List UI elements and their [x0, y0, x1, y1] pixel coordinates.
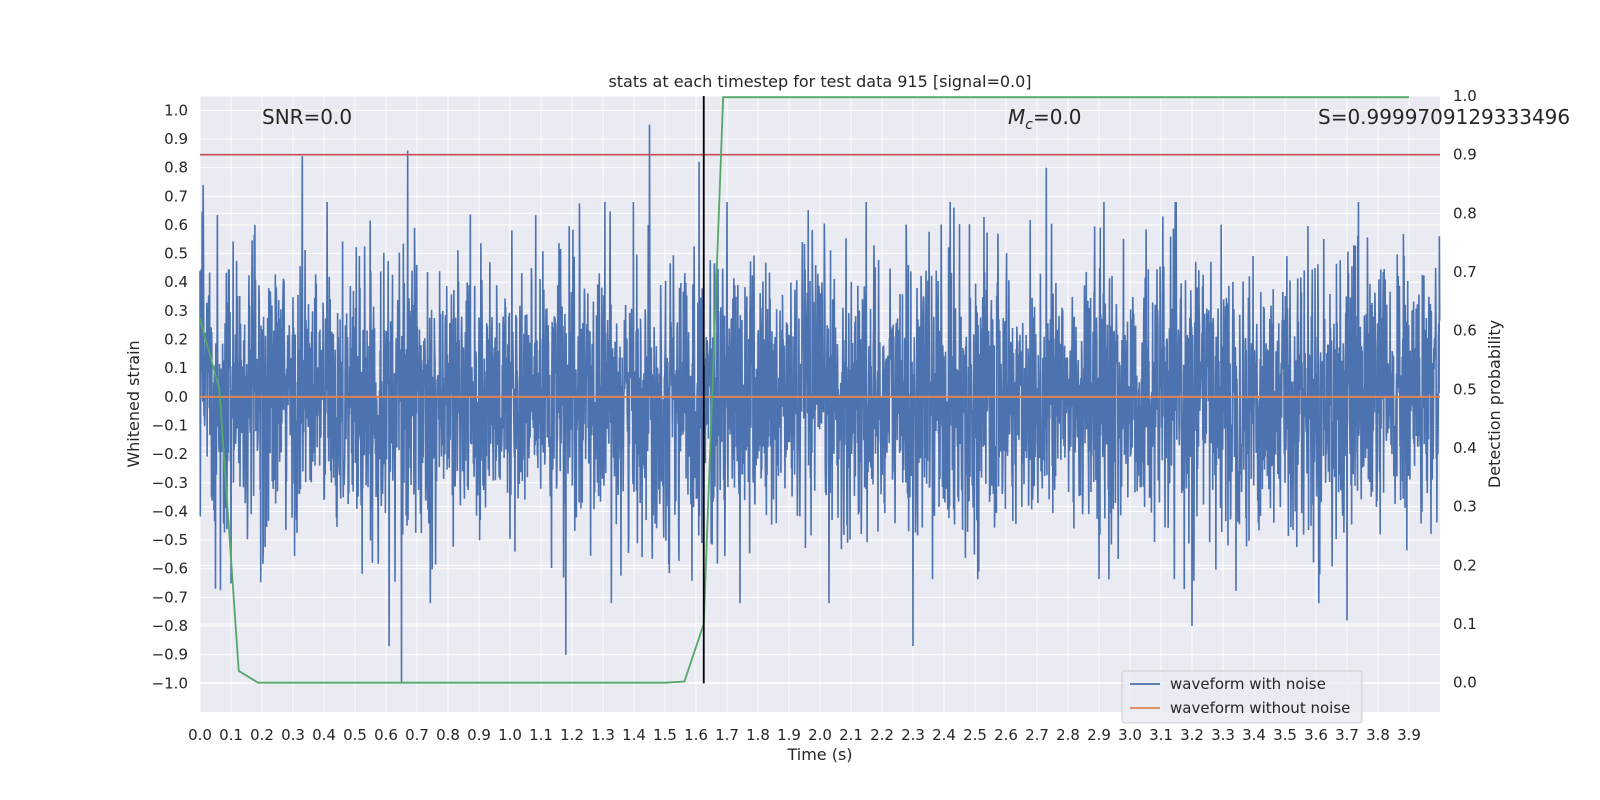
x-tick-label: 2.7 — [1025, 726, 1049, 744]
y-tick-label: 0.7 — [164, 187, 188, 205]
probability-line — [199, 96, 1409, 684]
y-tick-label: −0.1 — [152, 416, 188, 434]
y-tick-label: 0.8 — [164, 159, 188, 177]
legend: waveform with noise waveform without noi… — [1121, 670, 1363, 724]
y-tick-label: 0.2 — [164, 331, 188, 349]
y-tick-label: −0.3 — [152, 474, 188, 492]
y2-tick-label: 0.7 — [1453, 263, 1477, 281]
s-annotation: S=0.9999709129333496 — [1318, 105, 1570, 129]
mc-subscript: c — [1025, 117, 1033, 133]
y-tick-label: −0.7 — [152, 588, 188, 606]
legend-label-noise: waveform with noise — [1170, 675, 1326, 693]
x-tick-label: 2.0 — [808, 726, 832, 744]
y-ticks: 1.0 0.9 0.8 0.7 0.6 0.5 0.4 0.3 0.2 0.1 0.0 −0.1 −0.… — [152, 101, 188, 692]
legend-label-clean: waveform without noise — [1170, 699, 1350, 717]
x-tick-label: 3.7 — [1335, 726, 1359, 744]
noise-waveform-line — [199, 124, 1441, 684]
y-tick-label: −0.8 — [152, 617, 188, 635]
x-tick-label: 3.0 — [1118, 726, 1142, 744]
x-tick-label: 3.5 — [1273, 726, 1297, 744]
legend-box — [1121, 670, 1363, 724]
y-tick-label: 0.1 — [164, 359, 188, 377]
y2-tick-label: 0.1 — [1453, 615, 1477, 633]
x-tick-label: 2.5 — [963, 726, 987, 744]
y-tick-label: 0.5 — [164, 245, 188, 263]
series-detection-probability — [199, 96, 1409, 684]
x-tick-label: 0.8 — [436, 726, 460, 744]
x-tick-label: 1.1 — [529, 726, 553, 744]
x-tick-label: 3.1 — [1149, 726, 1173, 744]
x-tick-label: 0.3 — [281, 726, 305, 744]
mc-value: =0.0 — [1033, 105, 1082, 129]
y-axis-label: Whitened strain — [124, 340, 143, 467]
y-tick-label: −0.2 — [152, 445, 188, 463]
x-tick-label: 0.5 — [343, 726, 367, 744]
x-tick-label: 2.3 — [901, 726, 925, 744]
snr-annotation: SNR=0.0 — [262, 105, 352, 129]
series-waveform-with-noise — [199, 124, 1441, 684]
chart-title: stats at each timestep for test data 915… — [608, 72, 1031, 91]
y2-tick-label: 0.5 — [1453, 380, 1477, 398]
y-tick-label: 0.4 — [164, 273, 188, 291]
y-tick-label: −0.4 — [152, 502, 188, 520]
x-tick-label: 1.5 — [653, 726, 677, 744]
x-ticks: 0.0 0.1 0.2 0.3 0.4 0.5 0.6 0.7 0.8 0.9 1.0 1.1 1.2 1… — [188, 726, 1421, 744]
y2-tick-label: 0.9 — [1453, 146, 1477, 164]
x-tick-label: 3.9 — [1397, 726, 1421, 744]
x-tick-label: 1.4 — [622, 726, 646, 744]
x-tick-label: 3.8 — [1366, 726, 1390, 744]
y2-ticks: 1.0 0.9 0.8 0.7 0.6 0.5 0.4 0.3 0.2 0.1 0.0 — [1453, 87, 1477, 692]
x-axis-label: Time (s) — [786, 745, 852, 764]
y-tick-label: −1.0 — [152, 674, 188, 692]
x-tick-label: 3.6 — [1304, 726, 1328, 744]
y2-axis-label: Detection probability — [1485, 320, 1504, 488]
y-tick-label: 0.6 — [164, 216, 188, 234]
y2-tick-label: 0.4 — [1453, 439, 1477, 457]
y2-tick-label: 0.3 — [1453, 498, 1477, 516]
y2-tick-label: 0.0 — [1453, 674, 1477, 692]
y-tick-label: 0.3 — [164, 302, 188, 320]
y-tick-label: −0.9 — [152, 646, 188, 664]
x-tick-label: 0.1 — [219, 726, 243, 744]
x-tick-label: 0.7 — [405, 726, 429, 744]
mc-annotation: Mc=0.0 — [1008, 105, 1082, 133]
y-tick-label: 0.9 — [164, 130, 188, 148]
x-tick-label: 1.3 — [591, 726, 615, 744]
y-tick-label: 0.0 — [164, 388, 188, 406]
y2-tick-label: 0.8 — [1453, 204, 1477, 222]
mc-symbol: M — [1008, 105, 1025, 129]
y2-tick-label: 0.2 — [1453, 556, 1477, 574]
y-tick-label: −0.6 — [152, 560, 188, 578]
y2-tick-label: 1.0 — [1453, 87, 1477, 105]
x-tick-label: 2.6 — [994, 726, 1018, 744]
x-tick-label: 1.7 — [715, 726, 739, 744]
x-tick-label: 3.3 — [1211, 726, 1235, 744]
x-tick-label: 1.0 — [498, 726, 522, 744]
x-tick-label: 0.2 — [250, 726, 274, 744]
x-tick-label: 1.8 — [746, 726, 770, 744]
x-tick-label: 3.4 — [1242, 726, 1266, 744]
x-tick-label: 0.9 — [467, 726, 491, 744]
x-tick-label: 2.8 — [1056, 726, 1080, 744]
x-tick-label: 0.4 — [312, 726, 336, 744]
x-tick-label: 2.1 — [839, 726, 863, 744]
x-tick-label: 1.2 — [560, 726, 584, 744]
x-tick-label: 0.6 — [374, 726, 398, 744]
x-tick-label: 1.9 — [777, 726, 801, 744]
x-tick-label: 2.9 — [1087, 726, 1111, 744]
x-tick-label: 2.2 — [870, 726, 894, 744]
x-tick-label: 2.4 — [932, 726, 956, 744]
x-tick-label: 0.0 — [188, 726, 212, 744]
x-tick-label: 1.6 — [684, 726, 708, 744]
y-tick-label: −0.5 — [152, 531, 188, 549]
y2-tick-label: 0.6 — [1453, 322, 1477, 340]
y-tick-label: 1.0 — [164, 101, 188, 119]
x-tick-label: 3.2 — [1180, 726, 1204, 744]
